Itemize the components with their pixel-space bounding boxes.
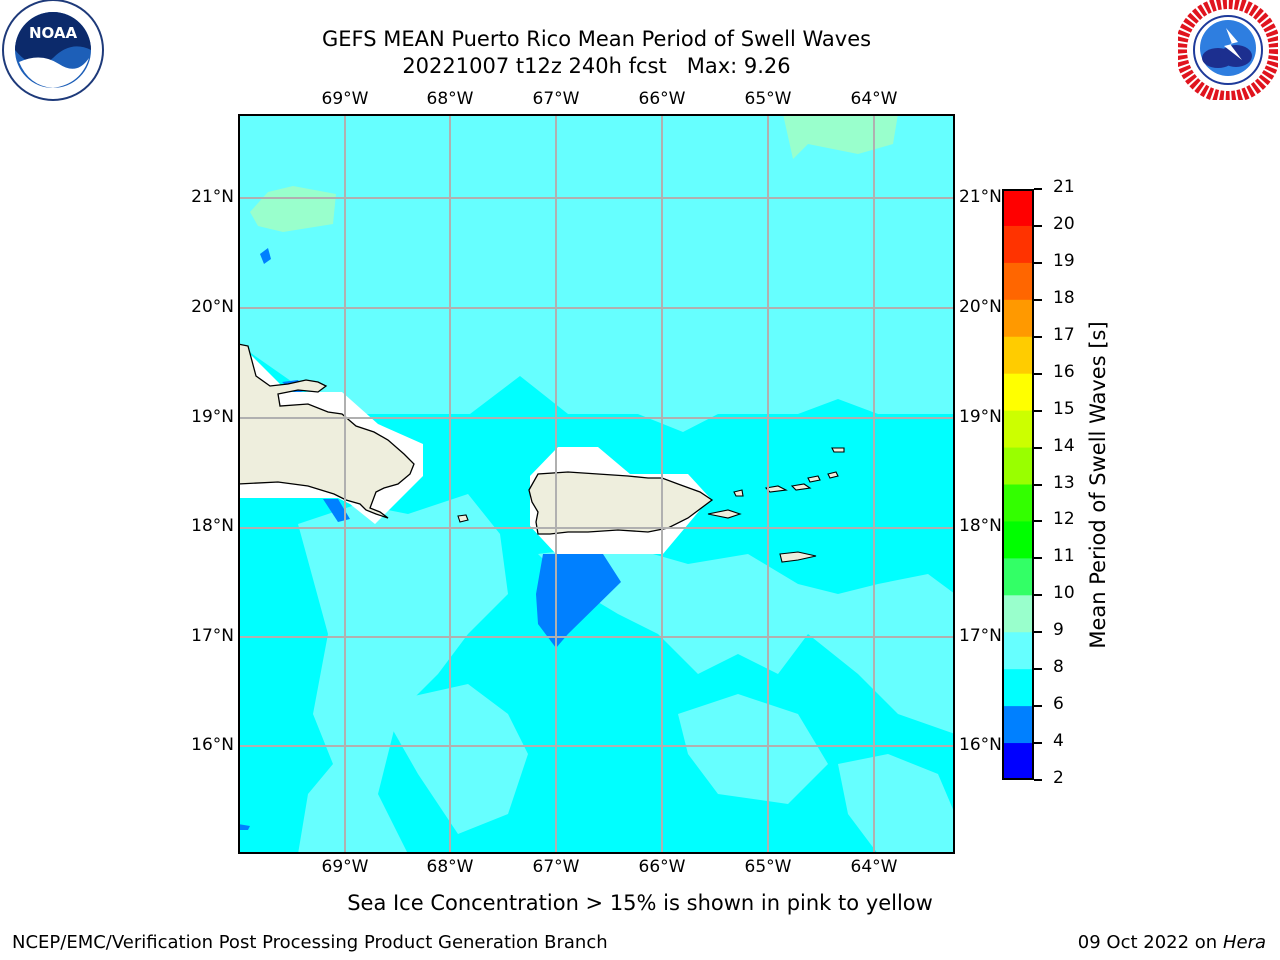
colorbar-tick-label: 2 — [1053, 768, 1064, 788]
lat-label-right-20n: 20°N — [959, 297, 1002, 317]
virgin-islands — [707, 447, 845, 563]
colorbar-swatch — [1002, 706, 1034, 744]
colorbar-swatch — [1002, 189, 1034, 227]
lon-label-top-65w: 65°W — [744, 89, 792, 109]
lat-label-right-17n: 17°N — [959, 626, 1002, 646]
colorbar-tick-label: 17 — [1053, 324, 1075, 345]
colorbar-tick-label: 10 — [1053, 583, 1075, 604]
lon-label-bottom-67w: 67°W — [532, 857, 580, 877]
noaa-logo: NOAA — [1, 0, 105, 104]
colorbar-tick-mark — [1034, 557, 1042, 560]
lat-label-left-17n: 17°N — [191, 626, 234, 646]
lat-label-left-20n: 20°N — [191, 297, 234, 317]
colorbar-tick-mark — [1034, 594, 1042, 597]
colorbar-tick-mark — [1034, 483, 1042, 486]
colorbar-tick-mark — [1034, 372, 1042, 375]
lat-label-left-21n: 21°N — [191, 187, 234, 207]
colorbar-tick-label: 12 — [1053, 509, 1075, 530]
lon-label-top-64w: 64°W — [850, 89, 898, 109]
colorbar-swatch — [1002, 299, 1034, 338]
colorbar-tick-mark — [1034, 779, 1042, 781]
colorbar-swatch — [1002, 410, 1034, 449]
colorbar-swatch — [1002, 521, 1034, 559]
swell-8-9-contours — [238, 114, 955, 854]
colorbar-tick-label: 6 — [1053, 694, 1064, 715]
colorbar-swatch — [1002, 669, 1034, 707]
graticule — [238, 114, 955, 854]
footer-host: Hera — [1222, 932, 1266, 953]
colorbar-tick-label: 9 — [1053, 620, 1064, 641]
colorbar-tick-mark — [1034, 261, 1042, 264]
colorbar-swatch — [1002, 558, 1034, 596]
colorbar-tick-mark — [1034, 631, 1042, 634]
map-panel — [237, 114, 955, 854]
lat-label-left-16n: 16°N — [191, 735, 234, 755]
lat-label-right-19n: 19°N — [959, 407, 1002, 427]
puerto-rico-land — [528, 471, 714, 535]
colorbar-swatch — [1002, 447, 1034, 485]
lat-label-right-21n: 21°N — [959, 187, 1002, 207]
colorbar-swatches — [1002, 189, 1034, 781]
colorbar-tick-mark — [1034, 520, 1042, 523]
lat-label-left-19n: 19°N — [191, 407, 234, 427]
colorbar-tick-mark — [1034, 705, 1042, 708]
lon-label-top-69w: 69°W — [321, 89, 369, 109]
sea-ice-note: Sea Ice Concentration > 15% is shown in … — [347, 891, 933, 915]
footer-branch: NCEP/EMC/Verification Post Processing Pr… — [12, 932, 608, 953]
colorbar-swatch — [1002, 225, 1034, 264]
colorbar-border — [1002, 189, 1034, 780]
lon-label-top-68w: 68°W — [426, 89, 474, 109]
mona-island — [457, 514, 469, 523]
colorbar-tick-label: 13 — [1053, 472, 1075, 493]
colorbar-swatch — [1002, 262, 1034, 301]
lat-label-right-16n: 16°N — [959, 735, 1002, 755]
lon-label-bottom-66w: 66°W — [638, 857, 686, 877]
colorbar-label: Mean Period of Swell Waves [s] — [1086, 321, 1110, 649]
colorbar — [1002, 189, 1034, 781]
colorbar-tick-label: 14 — [1053, 435, 1075, 456]
colorbar-swatch — [1002, 743, 1034, 781]
colorbar-tick-mark — [1034, 298, 1042, 301]
colorbar-tick-label: 15 — [1053, 398, 1075, 419]
title-line-1: GEFS MEAN Puerto Rico Mean Period of Swe… — [321, 27, 872, 51]
map-canvas — [237, 114, 955, 854]
colorbar-tick-mark — [1034, 446, 1042, 449]
colorbar-tick-label: 11 — [1053, 546, 1075, 567]
colorbar-tick-label: 21 — [1053, 177, 1075, 197]
hispaniola-land — [237, 343, 415, 519]
map-border — [238, 114, 955, 854]
colorbar-tick-mark — [1034, 409, 1042, 412]
nws-logo — [1175, 0, 1280, 103]
colorbar-swatch — [1002, 595, 1034, 633]
colorbar-tick-mark — [1034, 188, 1042, 190]
colorbar-swatch — [1002, 484, 1034, 522]
colorbar-tick-label: 16 — [1053, 361, 1075, 382]
lon-label-bottom-65w: 65°W — [744, 857, 792, 877]
colorbar-tick-mark — [1034, 668, 1042, 671]
footer-date-text: 09 Oct 2022 on — [1077, 932, 1223, 953]
lon-label-top-67w: 67°W — [532, 89, 580, 109]
colorbar-tick-label: 4 — [1053, 731, 1064, 752]
title-line-2: 20221007 t12z 240h fcst Max: 9.26 — [402, 54, 791, 78]
colorbar-swatch — [1002, 632, 1034, 670]
colorbar-tick-label: 19 — [1053, 250, 1075, 271]
lat-label-left-18n: 18°N — [191, 516, 234, 536]
colorbar-tick-mark — [1034, 742, 1042, 745]
footer-date: 09 Oct 2022 on Hera — [1078, 932, 1266, 953]
colorbar-tick-label: 20 — [1053, 213, 1075, 234]
lon-label-top-66w: 66°W — [638, 89, 686, 109]
colorbar-tick-mark — [1034, 335, 1042, 338]
colorbar-tick-label: 18 — [1053, 287, 1075, 308]
colorbar-swatch — [1002, 336, 1034, 375]
noaa-logo-text: NOAA — [29, 24, 78, 42]
colorbar-tick-mark — [1034, 224, 1042, 227]
lon-label-bottom-69w: 69°W — [321, 857, 369, 877]
lon-label-bottom-68w: 68°W — [426, 857, 474, 877]
lat-label-right-18n: 18°N — [959, 516, 1002, 536]
lon-label-bottom-64w: 64°W — [850, 857, 898, 877]
colorbar-tick-label: 8 — [1053, 657, 1064, 678]
colorbar-swatch — [1002, 373, 1034, 412]
